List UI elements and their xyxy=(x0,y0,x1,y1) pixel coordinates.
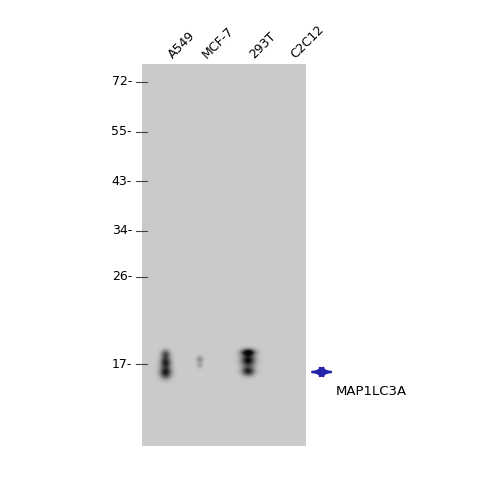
Text: 55-: 55- xyxy=(111,125,132,138)
Text: 17-: 17- xyxy=(112,358,132,371)
Text: MCF-7: MCF-7 xyxy=(199,24,236,61)
Text: C2C12: C2C12 xyxy=(288,23,326,61)
Text: 72-: 72- xyxy=(112,75,132,88)
Text: MAP1LC3A: MAP1LC3A xyxy=(336,384,407,397)
Text: 293T: 293T xyxy=(247,30,278,61)
Text: 43-: 43- xyxy=(112,175,132,188)
Text: 26-: 26- xyxy=(112,270,132,283)
Text: A549: A549 xyxy=(166,29,198,61)
Bar xyxy=(142,65,305,446)
Text: 34-: 34- xyxy=(112,224,132,237)
